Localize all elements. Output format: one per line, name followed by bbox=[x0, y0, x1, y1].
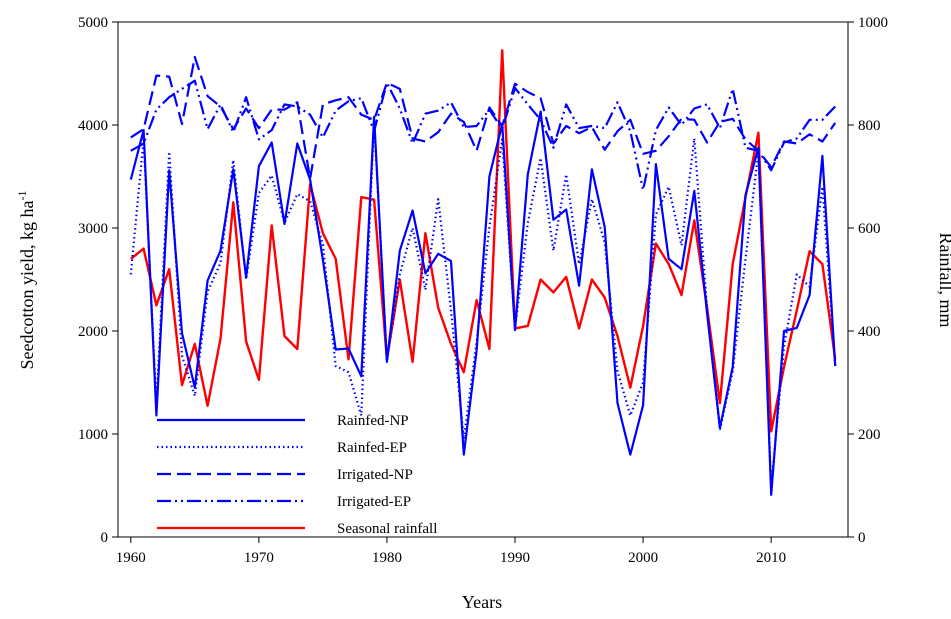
x-tick-label: 1980 bbox=[372, 550, 402, 566]
legend: Rainfed-NP Rainfed-EP Irrigated-NP Irrigate… bbox=[157, 413, 437, 537]
series-irrigated-ep bbox=[130, 79, 836, 191]
x-tick-label: 2010 bbox=[756, 550, 786, 566]
y-tick-label-right: 1000 bbox=[858, 15, 888, 31]
y-axis-title-right: Rainfall, mm bbox=[936, 233, 951, 328]
y-axis-title-left-superscript: -1 bbox=[15, 191, 29, 201]
y-tick-label-right: 200 bbox=[858, 427, 881, 443]
legend-label: Seasonal rainfall bbox=[337, 521, 437, 537]
legend-label: Rainfed-NP bbox=[337, 413, 409, 429]
y-tick-label-left: 0 bbox=[101, 530, 109, 546]
y-tick-label-left: 3000 bbox=[78, 221, 108, 237]
y-axis-title-left-text: Seedcotton yield, kg ha bbox=[17, 201, 37, 370]
series-seasonal-rainfall bbox=[130, 49, 837, 433]
legend-label: Irrigated-NP bbox=[337, 467, 413, 483]
x-axis-title: Years bbox=[462, 592, 502, 612]
x-tick-label: 1990 bbox=[500, 550, 530, 566]
legend-label: Irrigated-EP bbox=[337, 494, 411, 510]
y-axis-title-left: Seedcotton yield, kg ha-1 bbox=[15, 191, 37, 370]
x-tick-label: 1970 bbox=[244, 550, 274, 566]
axes: 1960 1970 1980 1990 2000 20100100020003000400… bbox=[78, 15, 888, 566]
y-tick-label-right: 400 bbox=[858, 324, 881, 340]
series-irrigated-np bbox=[130, 55, 837, 180]
series-rainfed-np bbox=[129, 110, 837, 496]
y-tick-label-right: 0 bbox=[858, 530, 866, 546]
y-tick-label-right: 800 bbox=[858, 118, 881, 134]
y-tick-label-left: 5000 bbox=[78, 15, 108, 31]
legend-label: Rainfed-EP bbox=[337, 440, 407, 456]
y-tick-label-right: 600 bbox=[858, 221, 881, 237]
series-layer bbox=[129, 49, 837, 496]
y-tick-label-left: 4000 bbox=[78, 118, 108, 134]
y-tick-label-left: 2000 bbox=[78, 324, 108, 340]
y-tick-label-left: 1000 bbox=[78, 427, 108, 443]
plot-frame bbox=[117, 21, 849, 538]
x-tick-label: 1960 bbox=[116, 550, 146, 566]
x-tick-label: 2000 bbox=[628, 550, 658, 566]
